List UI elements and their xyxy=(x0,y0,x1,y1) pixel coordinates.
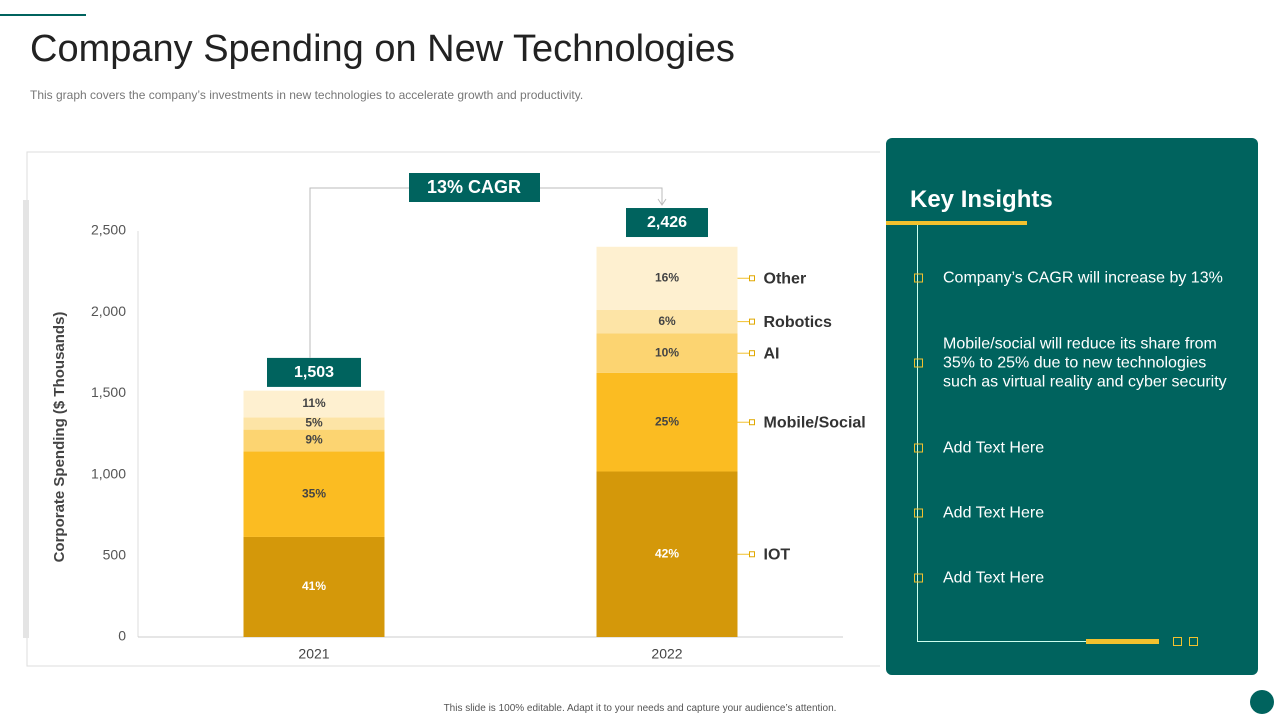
legend-label: Other xyxy=(764,270,807,287)
bar-segment xyxy=(596,372,738,472)
x-tick-label: 2022 xyxy=(651,646,682,662)
insight: Add Text Here xyxy=(943,504,1045,522)
accent xyxy=(1189,637,1198,646)
segment-label: 35% xyxy=(302,486,326,500)
legend-label: Robotics xyxy=(764,314,833,331)
segment-label: 6% xyxy=(658,314,676,328)
bullet xyxy=(914,273,923,283)
rail xyxy=(917,225,918,641)
frame-stripe xyxy=(23,200,29,638)
bullet xyxy=(914,508,923,518)
legend-swatch xyxy=(749,551,755,558)
segment-label: 9% xyxy=(305,433,323,447)
accent xyxy=(1250,690,1274,714)
insights-title: Key Insights xyxy=(910,186,1053,213)
total-label: 1,503 xyxy=(294,364,334,381)
title: Company Spending on New Technologies xyxy=(30,28,735,70)
segment-label: 16% xyxy=(655,270,679,284)
bar-segment xyxy=(596,246,738,310)
insight: Company’s CAGR will increase by 13% xyxy=(943,269,1223,287)
subtitle: This graph covers the company’s investme… xyxy=(30,88,584,102)
segment-label: 42% xyxy=(655,546,679,560)
y-tick-label: 0 xyxy=(118,628,126,644)
insights-panel: Key Insights Company’s CAGR will increas… xyxy=(886,138,1258,675)
accent xyxy=(1086,639,1159,644)
legend-label: Mobile/Social xyxy=(764,414,866,431)
cagr-label: 13% CAGR xyxy=(427,177,521,197)
legend-label: AI xyxy=(764,345,780,362)
bar-segment xyxy=(243,536,385,637)
bar-segment xyxy=(596,471,738,637)
bar-segment xyxy=(243,390,385,418)
y-axis-label: Corporate Spending ($ Thousands) xyxy=(51,312,68,563)
y-tick-label: 1,500 xyxy=(91,384,126,400)
bullet xyxy=(914,573,923,583)
cagr-arrow xyxy=(657,198,667,206)
chart: Corporate Spending ($ Thousands) 0 500 1,0… xyxy=(23,151,880,667)
legend-swatch xyxy=(749,350,755,357)
total-box xyxy=(626,208,708,238)
accent xyxy=(886,221,1027,225)
bullet xyxy=(914,443,923,453)
segment-label: 11% xyxy=(302,396,326,410)
x-tick-label: 2021 xyxy=(298,646,329,662)
legend-swatch xyxy=(749,419,755,426)
segment-label: 5% xyxy=(305,416,323,430)
bar-segment xyxy=(243,417,385,430)
legend-swatch xyxy=(749,318,755,325)
bar-segment xyxy=(596,333,738,373)
total-label: 2,426 xyxy=(647,214,687,231)
bar-segment xyxy=(243,429,385,452)
insight: Mobile/social will reduce its share from… xyxy=(943,335,1227,391)
insight: Add Text Here xyxy=(943,569,1045,587)
legend-label: IOT xyxy=(764,546,791,563)
bar-segment xyxy=(596,309,738,334)
total-box xyxy=(267,357,361,387)
footer: This slide is 100% editable. Adapt it to… xyxy=(443,703,837,714)
cagr-box xyxy=(409,173,540,202)
bar-segment xyxy=(243,451,385,537)
bullet xyxy=(914,358,923,368)
legend-swatch xyxy=(749,275,755,282)
segment-label: 25% xyxy=(655,414,679,428)
y-tick-label: 500 xyxy=(103,547,127,563)
rail xyxy=(917,641,1087,642)
accent xyxy=(1173,637,1182,646)
y-tick-label: 1,000 xyxy=(91,465,126,481)
chart-frame xyxy=(26,151,880,667)
insight: Add Text Here xyxy=(943,439,1045,457)
y-tick-label: 2,000 xyxy=(91,303,126,319)
segment-label: 41% xyxy=(302,579,326,593)
accent xyxy=(0,14,86,16)
y-tick-label: 2,500 xyxy=(91,222,126,238)
segment-label: 10% xyxy=(655,345,679,359)
